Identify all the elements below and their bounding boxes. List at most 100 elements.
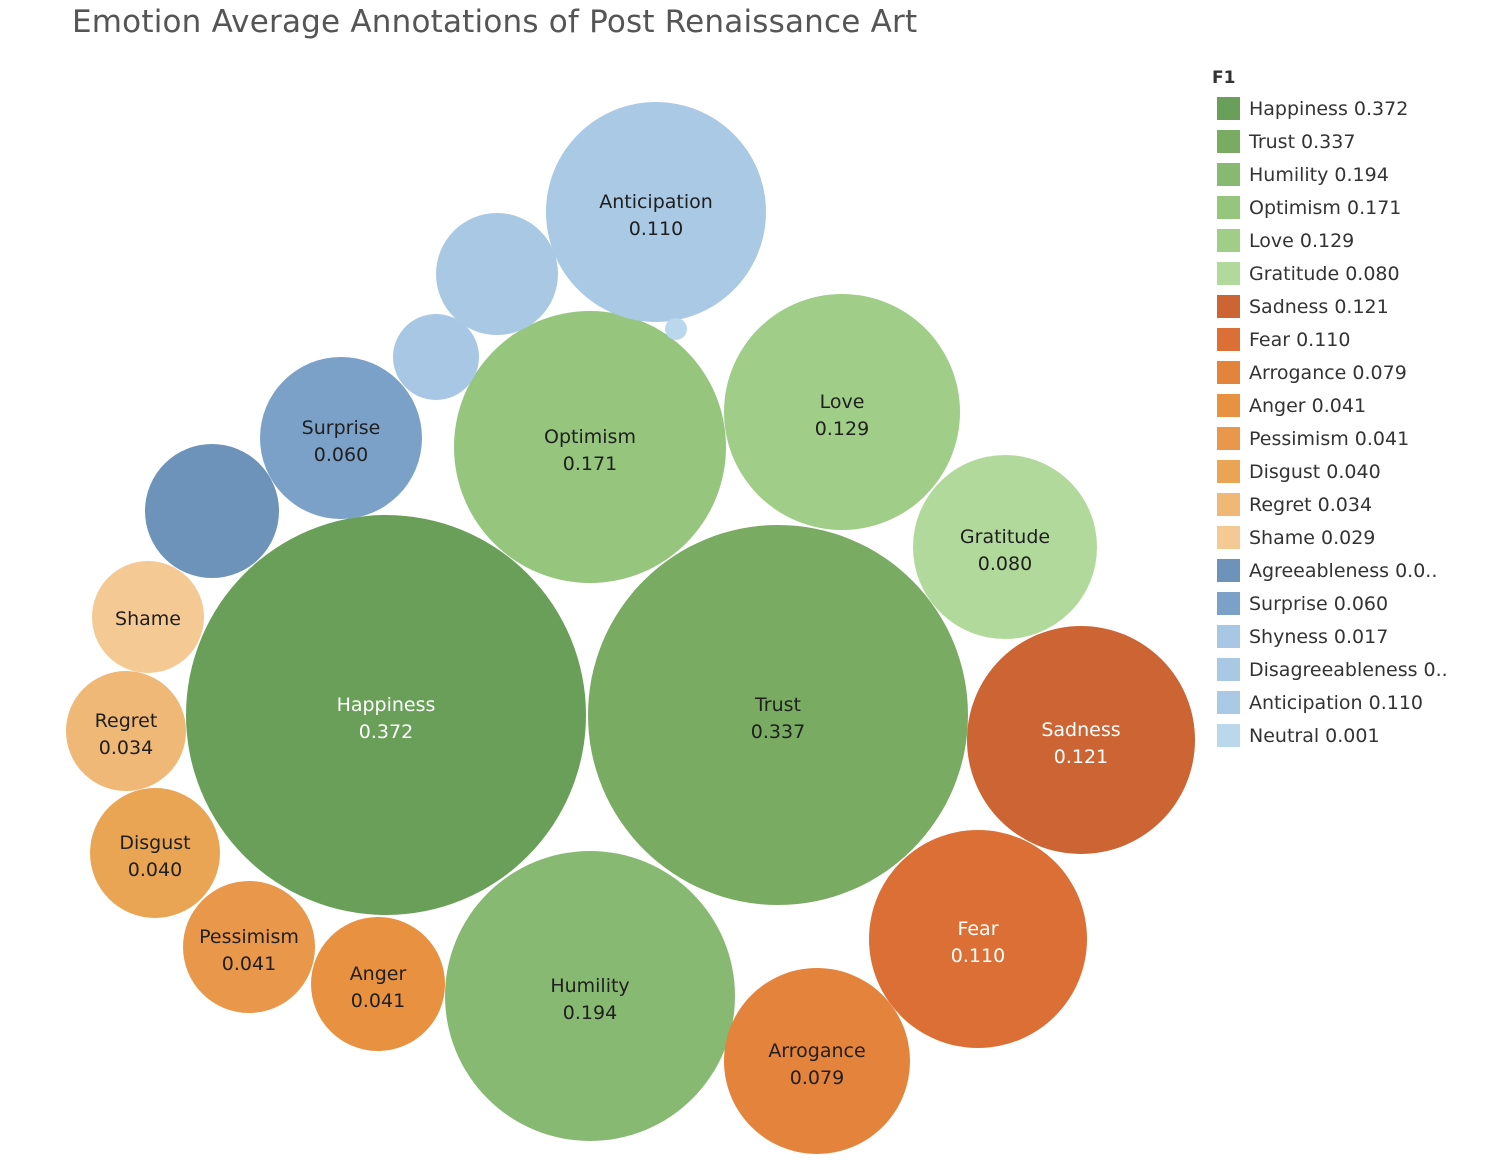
- bubble-anger[interactable]: [311, 917, 445, 1051]
- legend-item-fear[interactable]: Fear 0.110: [1212, 323, 1492, 356]
- legend-item-happiness[interactable]: Happiness 0.372: [1212, 92, 1492, 125]
- legend-item-regret[interactable]: Regret 0.034: [1212, 488, 1492, 521]
- legend-item-anticipation[interactable]: Anticipation 0.110: [1212, 686, 1492, 719]
- bubble-value-arrogance: 0.079: [790, 1067, 844, 1089]
- legend-label-happiness: Happiness 0.372: [1249, 97, 1409, 120]
- bubble-value-optimism: 0.171: [563, 453, 617, 475]
- legend-item-pessimism[interactable]: Pessimism 0.041: [1212, 422, 1492, 455]
- bubble-value-humility: 0.194: [563, 1002, 617, 1024]
- legend-label-fear: Fear 0.110: [1249, 328, 1351, 351]
- bubble-shyness[interactable]: [393, 314, 479, 400]
- bubble-love[interactable]: [724, 294, 960, 530]
- bubble-agreeableness[interactable]: [145, 444, 279, 578]
- legend-label-shyness: Shyness 0.017: [1249, 625, 1389, 648]
- bubble-fear[interactable]: [869, 830, 1087, 1048]
- bubble-label-regret: Regret: [95, 710, 158, 732]
- legend-label-agreeableness: Agreeableness 0.0..: [1249, 559, 1438, 582]
- bubble-disagreeableness[interactable]: [436, 213, 558, 335]
- legend-label-pessimism: Pessimism 0.041: [1249, 427, 1410, 450]
- legend-swatch-regret: [1217, 493, 1240, 516]
- legend-label-optimism: Optimism 0.171: [1249, 196, 1402, 219]
- bubble-value-sadness: 0.121: [1054, 746, 1108, 768]
- bubble-label-anticipation: Anticipation: [599, 191, 713, 213]
- legend-swatch-trust: [1217, 130, 1240, 153]
- bubble-gratitude[interactable]: [913, 455, 1097, 639]
- bubble-label-sadness: Sadness: [1041, 719, 1120, 741]
- bubble-label-gratitude: Gratitude: [960, 526, 1050, 548]
- legend-label-regret: Regret 0.034: [1249, 493, 1373, 516]
- legend-item-disagreeableness[interactable]: Disagreeableness 0..: [1212, 653, 1492, 686]
- legend-item-love[interactable]: Love 0.129: [1212, 224, 1492, 257]
- legend-swatch-agreeableness: [1217, 559, 1240, 582]
- bubble-pessimism[interactable]: [183, 881, 315, 1013]
- legend-item-shyness[interactable]: Shyness 0.017: [1212, 620, 1492, 653]
- legend-swatch-disgust: [1217, 460, 1240, 483]
- legend-item-anger[interactable]: Anger 0.041: [1212, 389, 1492, 422]
- bubble-neutral[interactable]: [665, 318, 687, 340]
- legend-item-trust[interactable]: Trust 0.337: [1212, 125, 1492, 158]
- legend-item-gratitude[interactable]: Gratitude 0.080: [1212, 257, 1492, 290]
- bubble-humility[interactable]: [445, 851, 735, 1141]
- chart-title: Emotion Average Annotations of Post Rena…: [72, 4, 918, 40]
- bubble-shame[interactable]: [92, 561, 204, 673]
- legend-swatch-anger: [1217, 394, 1240, 417]
- legend-item-sadness[interactable]: Sadness 0.121: [1212, 290, 1492, 323]
- legend-label-trust: Trust 0.337: [1249, 130, 1356, 153]
- bubble-chart: Happiness 0.372 Trust 0.337 Humility 0.194 Opt…: [66, 102, 1195, 1154]
- legend-label-humility: Humility 0.194: [1249, 163, 1389, 186]
- legend-label-gratitude: Gratitude 0.080: [1249, 262, 1400, 285]
- legend-item-neutral[interactable]: Neutral 0.001: [1212, 719, 1492, 752]
- bubble-value-anger: 0.041: [351, 990, 405, 1012]
- legend-swatch-pessimism: [1217, 427, 1240, 450]
- legend-swatch-gratitude: [1217, 262, 1240, 285]
- legend-swatch-love: [1217, 229, 1240, 252]
- bubble-arrogance[interactable]: [724, 968, 910, 1154]
- legend-swatch-arrogance: [1217, 361, 1240, 384]
- bubble-trust[interactable]: [588, 525, 968, 905]
- legend-item-arrogance[interactable]: Arrogance 0.079: [1212, 356, 1492, 389]
- legend-swatch-fear: [1217, 328, 1240, 351]
- legend-item-humility[interactable]: Humility 0.194: [1212, 158, 1492, 191]
- bubble-value-disgust: 0.040: [128, 859, 182, 881]
- bubble-regret[interactable]: [66, 671, 186, 791]
- bubble-label-humility: Humility: [550, 975, 629, 997]
- legend-label-arrogance: Arrogance 0.079: [1249, 361, 1407, 384]
- bubble-optimism[interactable]: [454, 311, 726, 583]
- legend-item-agreeableness[interactable]: Agreeableness 0.0..: [1212, 554, 1492, 587]
- legend-label-sadness: Sadness 0.121: [1249, 295, 1389, 318]
- bubble-value-love: 0.129: [815, 418, 869, 440]
- bubble-sadness[interactable]: [967, 626, 1195, 854]
- legend-swatch-surprise: [1217, 592, 1240, 615]
- legend-label-shame: Shame 0.029: [1249, 526, 1376, 549]
- bubble-label-disgust: Disgust: [119, 832, 190, 854]
- bubble-value-happiness: 0.372: [359, 721, 413, 743]
- bubble-label-shame: Shame: [115, 608, 181, 630]
- bubble-disgust[interactable]: [90, 788, 220, 918]
- legend-item-shame[interactable]: Shame 0.029: [1212, 521, 1492, 554]
- bubble-surprise[interactable]: [260, 357, 422, 519]
- bubble-label-optimism: Optimism: [544, 426, 636, 448]
- legend-label-anticipation: Anticipation 0.110: [1249, 691, 1424, 714]
- bubble-anticipation[interactable]: [546, 102, 766, 322]
- legend-label-disgust: Disgust 0.040: [1249, 460, 1381, 483]
- bubble-value-pessimism: 0.041: [222, 953, 276, 975]
- bubble-value-surprise: 0.060: [314, 444, 368, 466]
- legend-swatch-anticipation: [1217, 691, 1240, 714]
- bubble-value-anticipation: 0.110: [629, 218, 683, 240]
- bubble-happiness[interactable]: [186, 515, 586, 915]
- legend-item-surprise[interactable]: Surprise 0.060: [1212, 587, 1492, 620]
- bubble-label-arrogance: Arrogance: [768, 1040, 865, 1062]
- legend-label-anger: Anger 0.041: [1249, 394, 1367, 417]
- legend-label-surprise: Surprise 0.060: [1249, 592, 1389, 615]
- legend-swatch-happiness: [1217, 97, 1240, 120]
- legend-item-optimism[interactable]: Optimism 0.171: [1212, 191, 1492, 224]
- bubble-value-regret: 0.034: [99, 737, 153, 759]
- legend-label-neutral: Neutral 0.001: [1249, 724, 1380, 747]
- bubble-label-happiness: Happiness: [337, 694, 436, 716]
- bubble-label-trust: Trust: [754, 694, 801, 716]
- legend-swatch-humility: [1217, 163, 1240, 186]
- legend-swatch-sadness: [1217, 295, 1240, 318]
- legend-item-disgust[interactable]: Disgust 0.040: [1212, 455, 1492, 488]
- bubble-label-love: Love: [820, 391, 865, 413]
- legend-swatch-neutral: [1217, 724, 1240, 747]
